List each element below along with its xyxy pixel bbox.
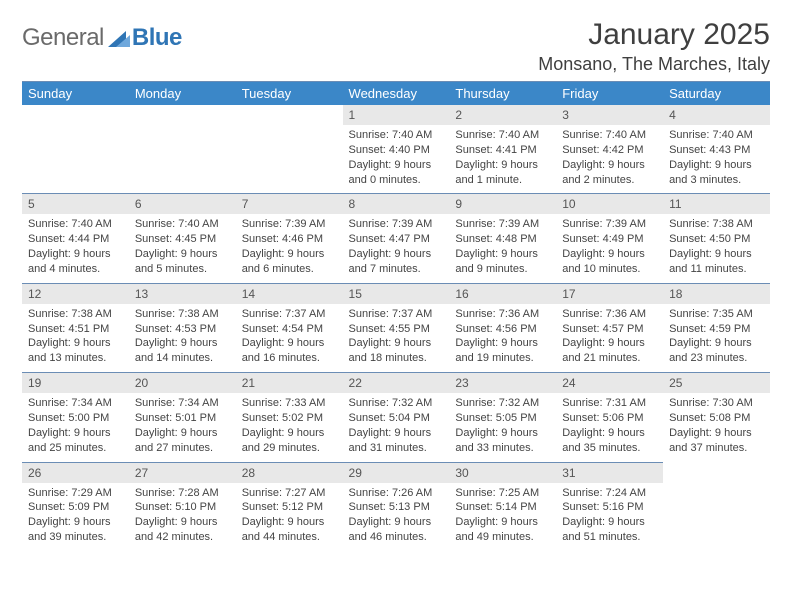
day-detail-cell: Sunrise: 7:40 AMSunset: 4:41 PMDaylight:… (449, 125, 556, 194)
day-detail-cell: Sunrise: 7:39 AMSunset: 4:46 PMDaylight:… (236, 214, 343, 283)
day-detail-cell: Sunrise: 7:37 AMSunset: 4:55 PMDaylight:… (343, 304, 450, 373)
logo-triangle-icon (108, 29, 130, 47)
day-detail-cell: Sunrise: 7:35 AMSunset: 4:59 PMDaylight:… (663, 304, 770, 373)
day-number-cell: 21 (236, 373, 343, 394)
day-detail-cell: Sunrise: 7:39 AMSunset: 4:48 PMDaylight:… (449, 214, 556, 283)
day-detail-cell (663, 483, 770, 551)
day-number-cell: 24 (556, 373, 663, 394)
day-number-cell: 30 (449, 462, 556, 483)
day-number-cell: 13 (129, 283, 236, 304)
day-detail-cell: Sunrise: 7:24 AMSunset: 5:16 PMDaylight:… (556, 483, 663, 551)
day-number-cell: 23 (449, 373, 556, 394)
col-tuesday: Tuesday (236, 82, 343, 105)
day-number-cell: 14 (236, 283, 343, 304)
day-detail-cell: Sunrise: 7:31 AMSunset: 5:06 PMDaylight:… (556, 393, 663, 462)
day-number-cell: 19 (22, 373, 129, 394)
day-number-cell: 2 (449, 105, 556, 125)
col-thursday: Thursday (449, 82, 556, 105)
day-detail-cell: Sunrise: 7:25 AMSunset: 5:14 PMDaylight:… (449, 483, 556, 551)
day-detail-cell: Sunrise: 7:29 AMSunset: 5:09 PMDaylight:… (22, 483, 129, 551)
month-title: January 2025 (538, 18, 770, 52)
day-detail-cell: Sunrise: 7:38 AMSunset: 4:51 PMDaylight:… (22, 304, 129, 373)
day-number-cell: 29 (343, 462, 450, 483)
day-number-cell (236, 105, 343, 125)
day-number-cell: 15 (343, 283, 450, 304)
day-number-cell: 22 (343, 373, 450, 394)
day-detail-cell: Sunrise: 7:37 AMSunset: 4:54 PMDaylight:… (236, 304, 343, 373)
day-detail-cell: Sunrise: 7:28 AMSunset: 5:10 PMDaylight:… (129, 483, 236, 551)
day-number-cell: 3 (556, 105, 663, 125)
day-number-row: 262728293031 (22, 462, 770, 483)
day-detail-cell: Sunrise: 7:40 AMSunset: 4:43 PMDaylight:… (663, 125, 770, 194)
day-number-cell: 16 (449, 283, 556, 304)
day-detail-row: Sunrise: 7:40 AMSunset: 4:40 PMDaylight:… (22, 125, 770, 194)
day-detail-cell: Sunrise: 7:36 AMSunset: 4:56 PMDaylight:… (449, 304, 556, 373)
logo: General Blue (22, 18, 182, 52)
day-number-cell: 11 (663, 194, 770, 215)
calendar-table: Sunday Monday Tuesday Wednesday Thursday… (22, 82, 770, 551)
day-number-row: 12131415161718 (22, 283, 770, 304)
day-number-row: 19202122232425 (22, 373, 770, 394)
title-block: January 2025 Monsano, The Marches, Italy (538, 18, 770, 75)
header: General Blue January 2025 Monsano, The M… (22, 18, 770, 75)
day-detail-cell: Sunrise: 7:27 AMSunset: 5:12 PMDaylight:… (236, 483, 343, 551)
day-number-cell: 25 (663, 373, 770, 394)
day-number-cell: 6 (129, 194, 236, 215)
day-detail-cell (22, 125, 129, 194)
day-detail-cell: Sunrise: 7:39 AMSunset: 4:47 PMDaylight:… (343, 214, 450, 283)
col-friday: Friday (556, 82, 663, 105)
col-saturday: Saturday (663, 82, 770, 105)
day-detail-cell: Sunrise: 7:34 AMSunset: 5:01 PMDaylight:… (129, 393, 236, 462)
day-detail-cell: Sunrise: 7:34 AMSunset: 5:00 PMDaylight:… (22, 393, 129, 462)
location: Monsano, The Marches, Italy (538, 54, 770, 75)
day-number-cell: 20 (129, 373, 236, 394)
col-sunday: Sunday (22, 82, 129, 105)
col-monday: Monday (129, 82, 236, 105)
day-detail-row: Sunrise: 7:40 AMSunset: 4:44 PMDaylight:… (22, 214, 770, 283)
day-detail-cell: Sunrise: 7:40 AMSunset: 4:42 PMDaylight:… (556, 125, 663, 194)
day-number-cell: 27 (129, 462, 236, 483)
day-detail-cell: Sunrise: 7:40 AMSunset: 4:44 PMDaylight:… (22, 214, 129, 283)
day-number-cell (129, 105, 236, 125)
day-number-cell: 8 (343, 194, 450, 215)
logo-text-blue: Blue (132, 24, 182, 52)
day-number-cell (663, 462, 770, 483)
day-detail-cell: Sunrise: 7:26 AMSunset: 5:13 PMDaylight:… (343, 483, 450, 551)
day-detail-cell: Sunrise: 7:40 AMSunset: 4:45 PMDaylight:… (129, 214, 236, 283)
day-number-cell: 1 (343, 105, 450, 125)
day-detail-cell (236, 125, 343, 194)
day-number-row: 567891011 (22, 194, 770, 215)
day-number-cell: 9 (449, 194, 556, 215)
day-number-cell: 18 (663, 283, 770, 304)
day-number-row: 1234 (22, 105, 770, 125)
day-number-cell: 10 (556, 194, 663, 215)
day-detail-cell: Sunrise: 7:39 AMSunset: 4:49 PMDaylight:… (556, 214, 663, 283)
col-wednesday: Wednesday (343, 82, 450, 105)
day-number-cell: 31 (556, 462, 663, 483)
day-detail-cell: Sunrise: 7:33 AMSunset: 5:02 PMDaylight:… (236, 393, 343, 462)
day-detail-cell: Sunrise: 7:32 AMSunset: 5:04 PMDaylight:… (343, 393, 450, 462)
day-detail-cell: Sunrise: 7:30 AMSunset: 5:08 PMDaylight:… (663, 393, 770, 462)
day-number-cell: 26 (22, 462, 129, 483)
day-number-cell: 28 (236, 462, 343, 483)
day-number-cell: 7 (236, 194, 343, 215)
day-detail-cell: Sunrise: 7:40 AMSunset: 4:40 PMDaylight:… (343, 125, 450, 194)
day-detail-cell (129, 125, 236, 194)
day-detail-cell: Sunrise: 7:32 AMSunset: 5:05 PMDaylight:… (449, 393, 556, 462)
day-number-cell: 17 (556, 283, 663, 304)
day-detail-row: Sunrise: 7:29 AMSunset: 5:09 PMDaylight:… (22, 483, 770, 551)
day-number-cell: 12 (22, 283, 129, 304)
day-detail-cell: Sunrise: 7:36 AMSunset: 4:57 PMDaylight:… (556, 304, 663, 373)
day-number-cell: 4 (663, 105, 770, 125)
day-number-cell: 5 (22, 194, 129, 215)
day-detail-cell: Sunrise: 7:38 AMSunset: 4:53 PMDaylight:… (129, 304, 236, 373)
day-detail-row: Sunrise: 7:34 AMSunset: 5:00 PMDaylight:… (22, 393, 770, 462)
day-number-cell (22, 105, 129, 125)
weekday-header-row: Sunday Monday Tuesday Wednesday Thursday… (22, 82, 770, 105)
logo-text-general: General (22, 24, 104, 52)
day-detail-cell: Sunrise: 7:38 AMSunset: 4:50 PMDaylight:… (663, 214, 770, 283)
day-detail-row: Sunrise: 7:38 AMSunset: 4:51 PMDaylight:… (22, 304, 770, 373)
